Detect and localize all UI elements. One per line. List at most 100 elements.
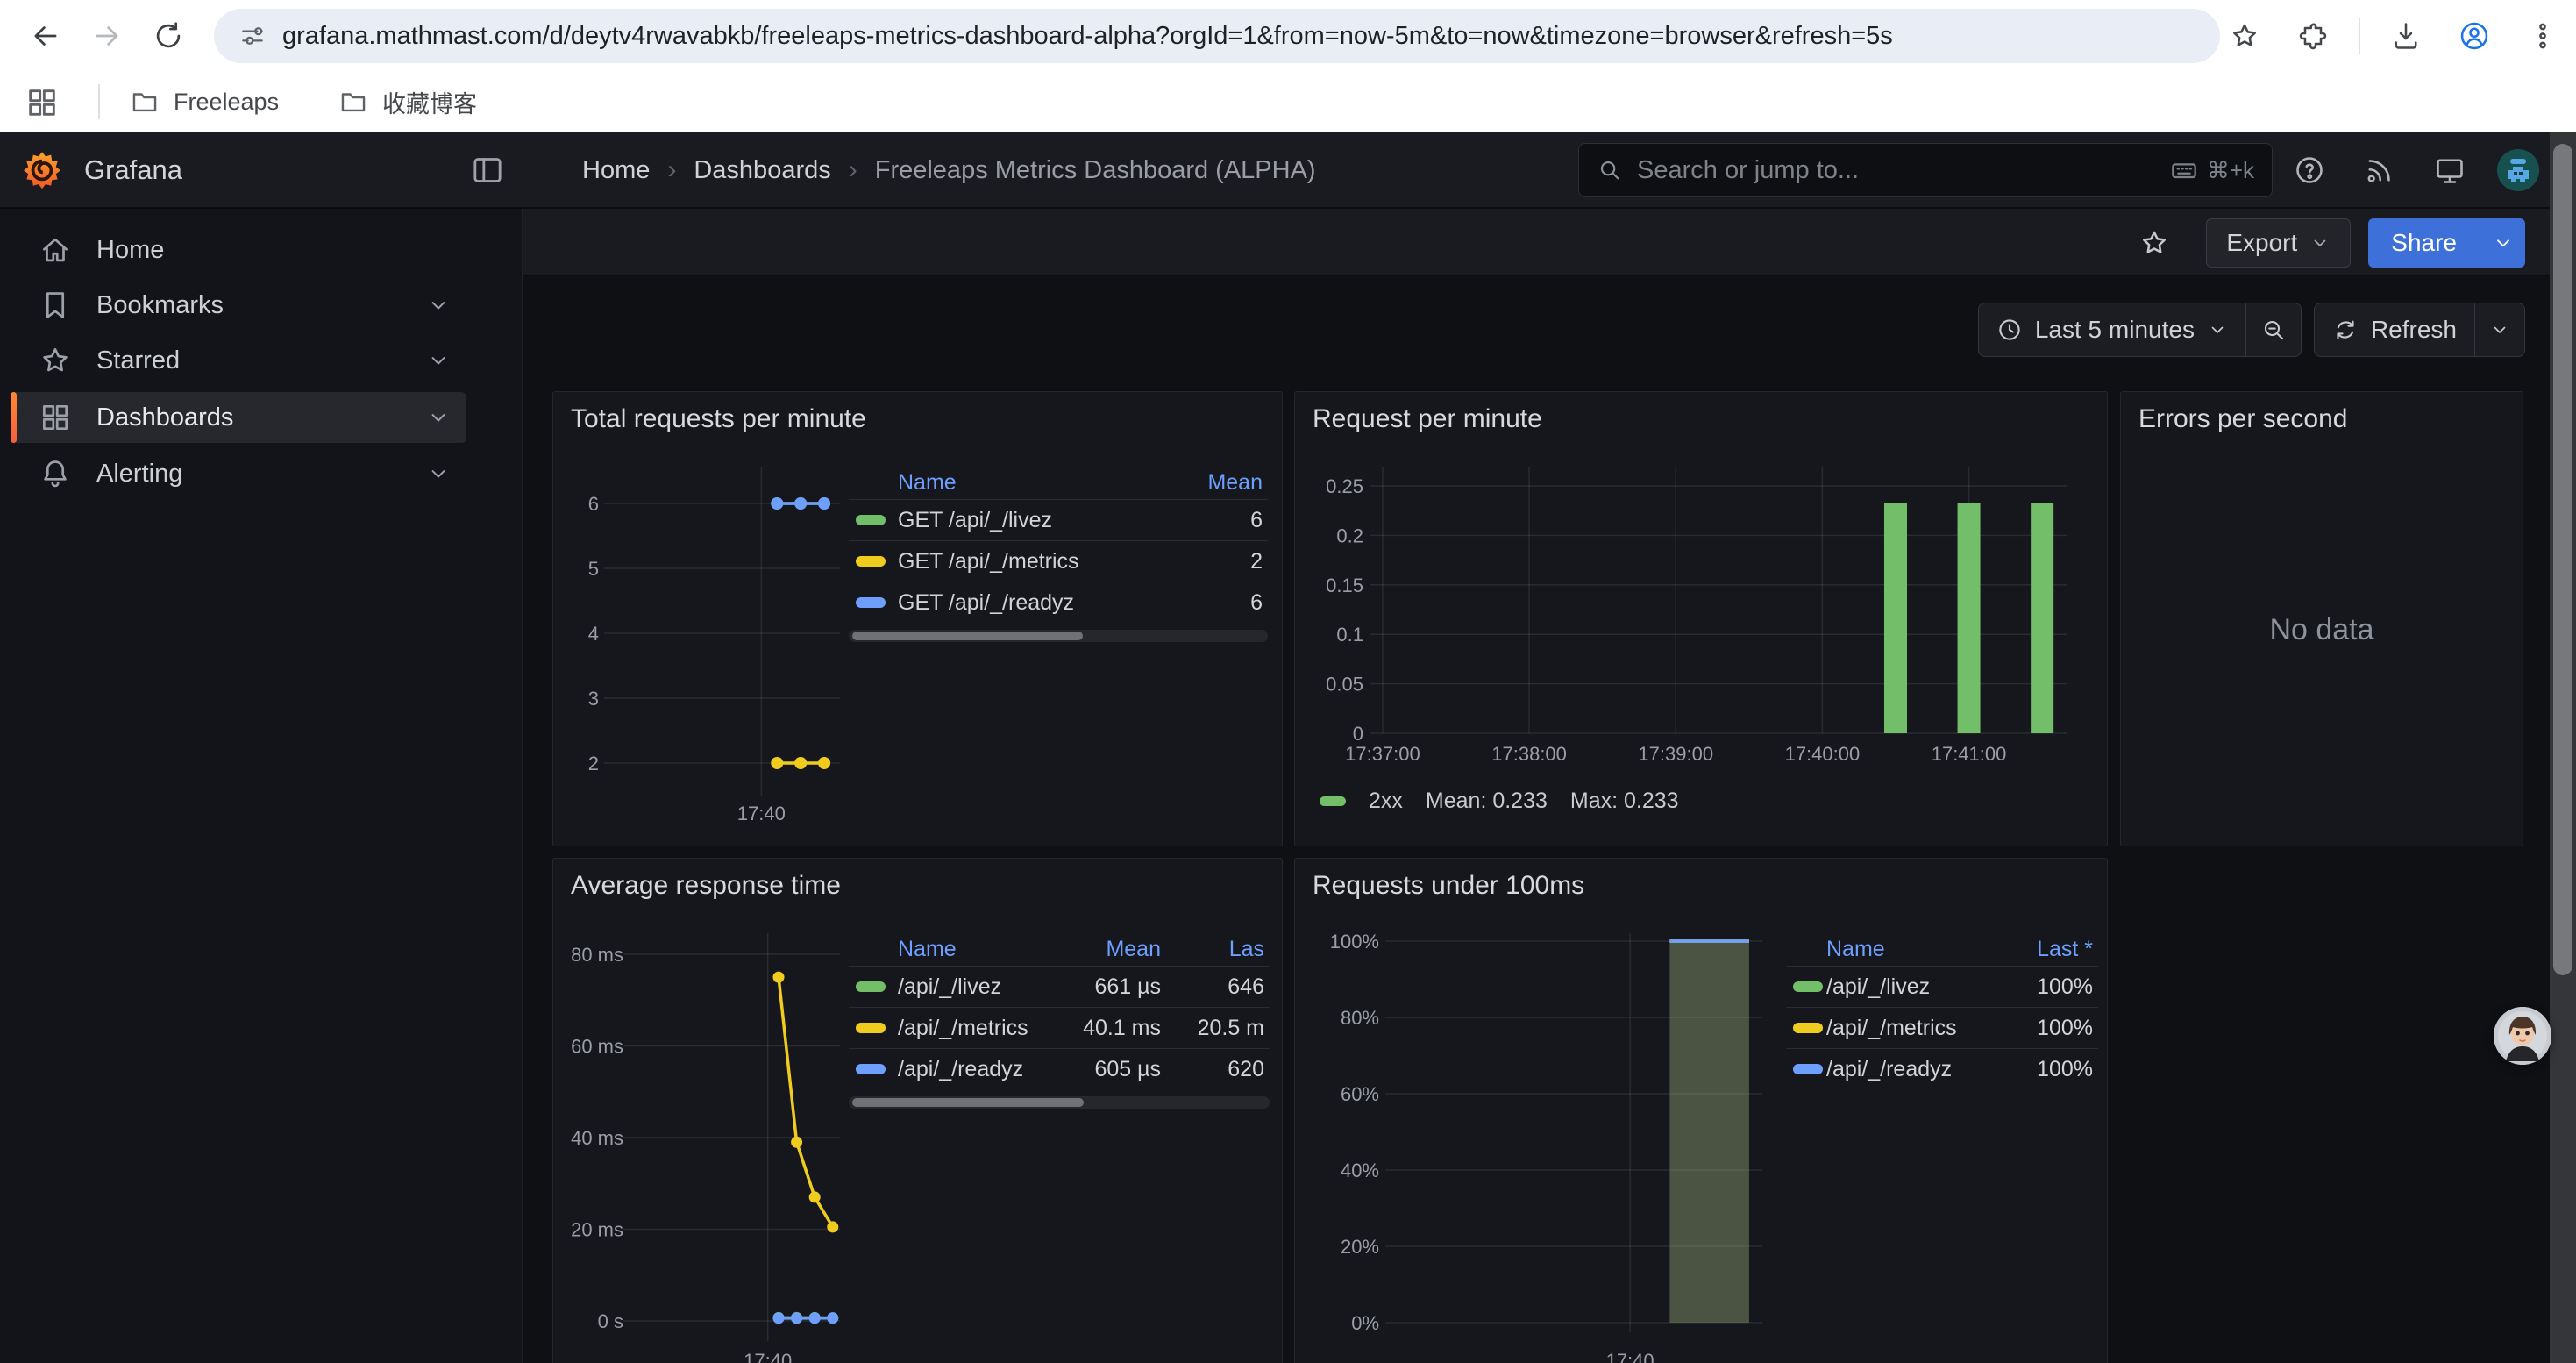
bookmark-folder-blogs[interactable]: 收藏博客 — [326, 81, 489, 123]
no-data-message: No data — [2269, 613, 2374, 646]
browser-profile-icon[interactable] — [2451, 13, 2497, 59]
legend-column-header[interactable]: Name — [898, 469, 957, 495]
bookmark-folder-label: Freeleaps — [174, 88, 280, 115]
legend-column-header[interactable]: Name — [1826, 936, 1885, 961]
panel-average-response-time: Average response time 80 ms 60 ms 40 ms 20 … — [552, 858, 1283, 1363]
browser-reload-button[interactable] — [142, 10, 195, 62]
panel-title[interactable]: Errors per second — [2138, 404, 2348, 433]
address-bar[interactable]: grafana.mathmast.com/d/deytv4rwavabkb/fr… — [214, 9, 2220, 63]
browser-back-button[interactable] — [19, 10, 72, 62]
legend-row[interactable]: /api/_/metrics 100% — [1786, 1007, 2098, 1048]
browser-forward-button[interactable] — [81, 10, 133, 62]
breadcrumb-dashboards[interactable]: Dashboards — [694, 155, 831, 184]
extensions-icon[interactable] — [2290, 13, 2336, 59]
chevron-down-icon — [2207, 319, 2228, 340]
user-avatar[interactable] — [2497, 149, 2539, 191]
legend-row[interactable]: /api/_/livez 100% — [1786, 966, 2098, 1007]
series-color-pill — [856, 1064, 886, 1074]
apps-shortcut-icon[interactable] — [25, 85, 60, 120]
chart-requests-under-100ms[interactable]: 100% 80% 60% 40% 20% 0% 17:40 — [1311, 911, 2093, 1363]
legend-table: Name Mean GET /api/_/livez 6 GET /api/_/metr… — [849, 466, 1268, 642]
browser-menu-icon[interactable] — [2520, 13, 2565, 59]
legend-row[interactable]: GET /api/_/readyz 6 — [849, 582, 1268, 623]
search-input[interactable]: Search or jump to... ⌘+k — [1578, 143, 2273, 197]
favorite-dashboard-icon[interactable] — [2138, 227, 2170, 259]
series-name: GET /api/_/readyz — [898, 589, 1075, 615]
breadcrumb-home[interactable]: Home — [582, 155, 651, 184]
refresh-interval-button[interactable] — [2474, 303, 2524, 356]
sidebar: Home Bookmarks Starred Dashboards — [0, 209, 523, 1363]
legend-scrollbar-track[interactable] — [849, 630, 1268, 642]
svg-text:17:40: 17:40 — [1606, 1350, 1654, 1363]
legend-column-header[interactable]: Last * — [2037, 936, 2093, 961]
series-name: 2xx — [1369, 789, 1403, 813]
panel-title[interactable]: Requests under 100ms — [1313, 871, 1585, 900]
svg-text:0.1: 0.1 — [1336, 624, 1363, 646]
sidebar-item-bookmarks[interactable]: Bookmarks — [11, 280, 466, 331]
legend-row[interactable]: GET /api/_/metrics 2 — [849, 540, 1268, 582]
legend-row[interactable]: /api/_/livez 661 µs 646 — [849, 966, 1270, 1007]
grafana-brand[interactable]: Grafana — [84, 154, 183, 185]
legend-row[interactable]: /api/_/readyz 605 µs 620 — [849, 1048, 1270, 1089]
svg-text:3: 3 — [588, 688, 599, 710]
downloads-icon[interactable] — [2383, 13, 2429, 59]
monitor-icon[interactable] — [2434, 154, 2466, 186]
help-icon[interactable] — [2294, 154, 2325, 186]
sidebar-item-alerting[interactable]: Alerting — [11, 448, 466, 499]
search-icon — [1597, 157, 1623, 183]
bookmark-star-icon[interactable] — [2222, 13, 2267, 59]
legend-table: Name Mean Las/api/_/livez 661 µs 646/api/_/m… — [849, 932, 1270, 1109]
legend-row[interactable]: /api/_/metrics 40.1 ms 20.5 m — [849, 1007, 1270, 1048]
floating-assistant-avatar[interactable] — [2494, 1007, 2551, 1065]
panel-title[interactable]: Total requests per minute — [571, 404, 866, 433]
legend-row[interactable]: /api/_/readyz 100% — [1786, 1048, 2098, 1089]
panel-title[interactable]: Request per minute — [1313, 404, 1542, 433]
svg-text:4: 4 — [588, 623, 599, 645]
legend-scrollbar-thumb[interactable] — [852, 1098, 1084, 1107]
legend-scrollbar-track[interactable] — [849, 1096, 1270, 1109]
series-color-pill — [856, 597, 886, 608]
legend-inline[interactable]: 2xx Mean: 0.233 Max: 0.233 — [1320, 789, 1679, 814]
share-button[interactable]: Share — [2368, 218, 2480, 268]
bookmark-folder-freeleaps[interactable]: Freeleaps — [117, 81, 291, 123]
rss-icon[interactable] — [2364, 154, 2395, 186]
legend-header: Name Mean Las — [849, 932, 1270, 966]
chart-request-per-minute[interactable]: 0.25 0.2 0.15 0.1 0.05 017:37:00 17:38:00 17:39… — [1311, 445, 2093, 838]
url-text[interactable]: grafana.mathmast.com/d/deytv4rwavabkb/fr… — [282, 21, 1893, 50]
zoom-out-button[interactable] — [2245, 303, 2301, 356]
chevron-down-icon[interactable] — [426, 461, 451, 486]
chart-average-response-time[interactable]: 80 ms 60 ms 40 ms 20 ms 0 s 17:40 — [569, 911, 1268, 1363]
breadcrumb-current: Freeleaps Metrics Dashboard (ALPHA) — [874, 155, 1316, 184]
legend-column-header[interactable]: Mean — [1207, 469, 1263, 495]
chevron-down-icon[interactable] — [426, 348, 451, 373]
grafana-logo[interactable] — [21, 149, 63, 191]
time-range-picker[interactable]: Last 5 minutes — [1979, 303, 2245, 356]
refresh-button[interactable]: Refresh — [2315, 303, 2474, 356]
series-stat-value: 646 — [1228, 974, 1264, 999]
sidebar-item-home[interactable]: Home — [11, 225, 466, 275]
sidebar-item-starred[interactable]: Starred — [11, 335, 466, 386]
panel-requests-under-100ms: Requests under 100ms 100% 80% 60% 40% 20% 0% 1… — [1294, 858, 2108, 1363]
chevron-down-icon[interactable] — [426, 405, 451, 430]
legend-column-header[interactable]: Name — [898, 936, 957, 961]
chart-total-requests-per-minute[interactable]: 6 5 4 3 2 17:40 — [569, 445, 1268, 838]
chevron-down-icon[interactable] — [426, 293, 451, 318]
page-scrollbar-track[interactable] — [2550, 132, 2576, 1363]
series-color-pill — [1793, 1023, 1823, 1033]
series-stat-value: 6 — [1250, 589, 1263, 615]
svg-text:0 s: 0 s — [598, 1310, 623, 1332]
panel-title[interactable]: Average response time — [571, 871, 841, 900]
legend-column-header[interactable]: Mean — [1106, 936, 1161, 961]
sidebar-item-dashboards[interactable]: Dashboards — [11, 392, 466, 443]
dock-sidebar-icon[interactable] — [470, 153, 505, 188]
svg-text:0.05: 0.05 — [1326, 674, 1363, 696]
legend-row[interactable]: GET /api/_/livez 6 — [849, 499, 1268, 540]
svg-text:0.25: 0.25 — [1326, 475, 1363, 497]
page-scrollbar-thumb[interactable] — [2553, 144, 2572, 975]
share-menu-button[interactable] — [2480, 218, 2525, 268]
panel-total-requests-per-minute: Total requests per minute 6 5 4 3 2 17:40 Name… — [552, 391, 1283, 846]
site-settings-icon[interactable] — [238, 22, 267, 50]
legend-scrollbar-thumb[interactable] — [852, 632, 1083, 640]
export-button[interactable]: Export — [2206, 218, 2352, 268]
legend-column-header[interactable]: Las — [1228, 936, 1264, 961]
